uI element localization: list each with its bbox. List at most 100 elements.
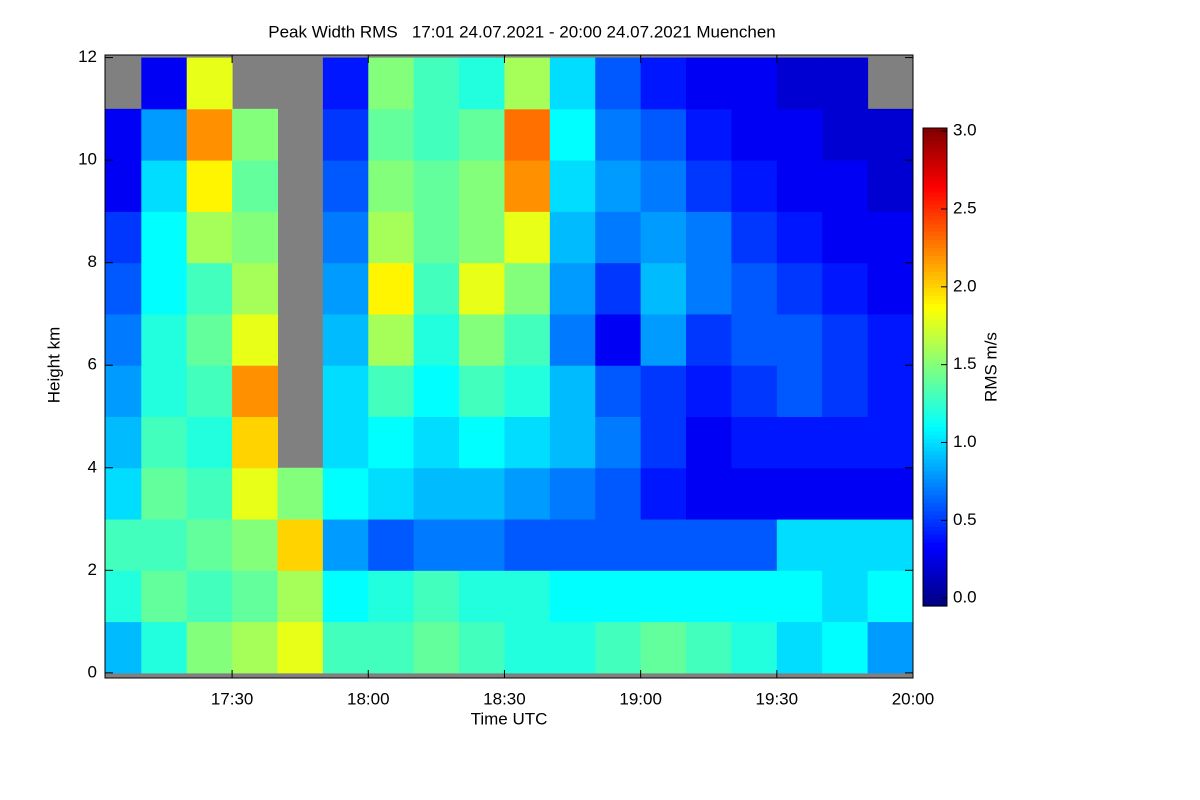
colorbar-segment xyxy=(923,151,947,157)
heatmap-cell xyxy=(822,57,869,110)
heatmap-cell xyxy=(595,262,642,315)
heatmap-cell xyxy=(549,262,596,315)
heatmap-cell xyxy=(504,211,551,264)
colorbar-segment xyxy=(923,578,947,583)
colorbar-segment xyxy=(923,251,947,257)
heatmap-cell xyxy=(368,519,415,571)
colorbar-segment xyxy=(923,394,947,400)
heatmap-cell xyxy=(595,570,642,623)
heatmap-cell xyxy=(867,416,913,469)
colorbar-segment xyxy=(923,530,947,535)
heatmap-cell xyxy=(686,211,732,264)
heatmap-cell xyxy=(105,108,142,161)
x-tick-label: 19:30 xyxy=(756,689,799,708)
heatmap-cell xyxy=(413,621,460,674)
colorbar-segment xyxy=(923,582,947,587)
heatmap-cell xyxy=(413,416,460,469)
heatmap-cell xyxy=(232,108,278,161)
chart-title: Peak Width RMS 17:01 24.07.2021 - 20:00 … xyxy=(268,22,776,41)
heatmap-cell xyxy=(595,211,642,264)
heatmap-cell xyxy=(776,467,823,520)
y-tick-label: 12 xyxy=(78,47,97,66)
heatmap-cell xyxy=(413,262,460,315)
colorbar-segment xyxy=(923,566,947,571)
colorbar-segment xyxy=(923,223,947,229)
colorbar-segment xyxy=(923,191,947,197)
heatmap-cell xyxy=(322,313,369,366)
colorbar-segment xyxy=(923,486,947,492)
heatmap-cell xyxy=(459,313,505,366)
heatmap-cell xyxy=(867,467,913,520)
colorbar-segment xyxy=(923,382,947,388)
colorbar-segment xyxy=(923,295,947,300)
heatmap-cell xyxy=(232,621,278,674)
heatmap-cell xyxy=(368,160,415,212)
heatmap-cell xyxy=(322,160,369,212)
colorbar-segment xyxy=(923,319,947,324)
colorbar-segment xyxy=(923,534,947,539)
heatmap-cell xyxy=(504,160,551,212)
heatmap-cell xyxy=(731,262,778,315)
heatmap-cell xyxy=(413,570,460,623)
heatmap-cell xyxy=(595,160,642,212)
heatmap-cell xyxy=(731,467,778,520)
heatmap-cell xyxy=(504,467,551,520)
x-axis-label: Time UTC xyxy=(471,709,548,728)
colorbar-segment xyxy=(923,203,947,209)
colorbar-segment xyxy=(923,279,947,284)
colorbar-segment xyxy=(923,283,947,288)
heatmap-cell xyxy=(776,416,823,469)
colorbar-segment xyxy=(923,303,947,308)
heatmap-cell xyxy=(459,262,505,315)
heatmap-cell xyxy=(186,211,233,264)
colorbar-segment xyxy=(923,163,947,169)
heatmap-cell xyxy=(232,365,278,417)
heatmap-cell xyxy=(549,365,596,417)
heatmap-cell xyxy=(141,211,188,264)
heatmap-cell xyxy=(776,570,823,623)
colorbar-segment xyxy=(923,219,947,225)
heatmap-cell xyxy=(686,416,732,469)
heatmap-cell xyxy=(640,570,687,623)
heatmap-cell xyxy=(822,416,869,469)
colorbar-segment xyxy=(923,243,947,249)
heatmap-cell xyxy=(549,621,596,674)
heatmap-cell xyxy=(686,262,732,315)
heatmap-cell xyxy=(322,621,369,674)
colorbar-segment xyxy=(923,183,947,189)
colorbar-segment xyxy=(923,271,947,276)
colorbar-tick-label: 3.0 xyxy=(953,121,977,140)
colorbar-segment xyxy=(923,594,947,599)
colorbar-segment xyxy=(923,347,947,352)
colorbar-segment xyxy=(923,482,947,488)
colorbar-segment xyxy=(923,339,947,344)
heatmap xyxy=(105,55,913,678)
heatmap-cell xyxy=(105,519,142,571)
heatmap-cell xyxy=(141,365,188,417)
y-tick-label: 4 xyxy=(88,457,97,476)
heatmap-cell xyxy=(776,211,823,264)
colorbar-segment xyxy=(923,386,947,392)
heatmap-cell xyxy=(776,313,823,366)
heatmap-cell xyxy=(549,467,596,520)
heatmap-cell xyxy=(731,519,778,571)
x-tick-label: 17:30 xyxy=(211,689,254,708)
heatmap-cell xyxy=(822,621,869,674)
heatmap-cell xyxy=(822,467,869,520)
heatmap-cell xyxy=(549,108,596,161)
heatmap-cell xyxy=(822,570,869,623)
heatmap-cell xyxy=(277,621,324,674)
heatmap-cell xyxy=(105,211,142,264)
colorbar-segment xyxy=(923,175,947,181)
heatmap-cell xyxy=(640,108,687,161)
colorbar-segment xyxy=(923,418,947,424)
colorbar-segment xyxy=(923,422,947,428)
colorbar-segment xyxy=(923,231,947,237)
colorbar-segment xyxy=(923,402,947,408)
heatmap-cell xyxy=(322,365,369,417)
heatmap-cell xyxy=(731,313,778,366)
heatmap-cell xyxy=(368,108,415,161)
heatmap-cell xyxy=(867,211,913,264)
heatmap-cell xyxy=(731,621,778,674)
colorbar-segment xyxy=(923,570,947,575)
